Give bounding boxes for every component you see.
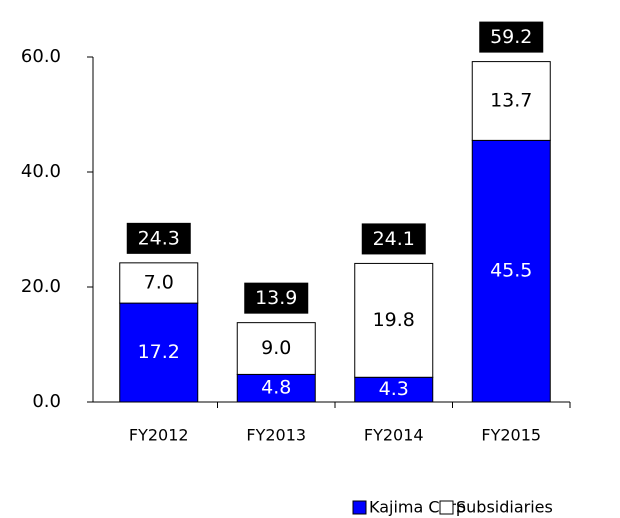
total-box	[126, 222, 191, 254]
y-tick-label: 0.0	[32, 391, 61, 412]
y-tick-label: 40.0	[21, 161, 61, 182]
total-label: 59.2	[490, 26, 532, 48]
y-tick-label: 20.0	[21, 276, 61, 297]
data-label: 7.0	[144, 271, 174, 293]
total-label: 24.1	[373, 228, 415, 250]
data-label: 19.8	[373, 309, 415, 331]
data-label: 4.8	[261, 377, 291, 399]
total-box	[244, 282, 309, 314]
bar-segment	[119, 262, 199, 304]
x-tick-label: FY2014	[364, 426, 424, 445]
data-label: 4.3	[379, 378, 409, 400]
bar-segment	[471, 61, 551, 141]
legend-swatch	[352, 500, 367, 515]
total-box	[361, 223, 426, 255]
total-box	[479, 21, 544, 53]
legend-swatch	[439, 500, 454, 515]
bar-segment	[354, 376, 434, 403]
data-label: 45.5	[490, 260, 532, 282]
bar-segment	[471, 139, 551, 403]
total-label: 13.9	[255, 287, 297, 309]
data-label: 17.2	[138, 341, 180, 363]
x-tick-label: FY2013	[246, 426, 306, 445]
bar-segment	[236, 322, 316, 375]
data-label: 9.0	[261, 337, 291, 359]
bar-segment	[354, 262, 434, 378]
data-label: 13.7	[490, 89, 532, 111]
x-tick-label: FY2012	[129, 426, 189, 445]
total-label: 24.3	[138, 227, 180, 249]
y-tick-label: 60.0	[21, 46, 61, 67]
legend-label: Subsidiaries	[456, 498, 553, 517]
x-tick-label: FY2015	[481, 426, 541, 445]
bar-segment	[236, 373, 316, 403]
